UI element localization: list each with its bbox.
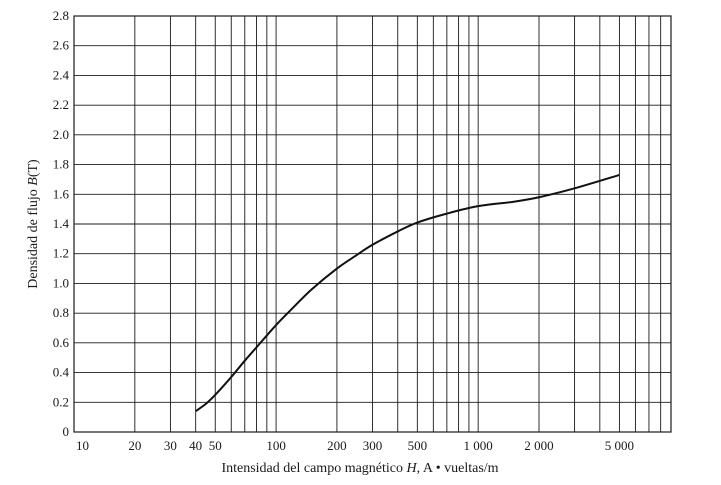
grid [74,16,671,432]
x-tick-label: 30 [164,438,177,453]
x-tick-label: 2 000 [524,438,553,453]
y-tick-label: 2.2 [53,97,69,112]
y-tick-labels: 0 0.2 0.4 0.6 0.8 1.0 1.2 1.4 1.6 1.8 2.0 2.2 2.4 2.6… [53,8,70,439]
x-tick-label: 50 [209,438,222,453]
x-tick-label: 40 [189,438,202,453]
bh-curve-line [195,174,620,413]
x-tick-label: 100 [266,438,286,453]
y-tick-label: 2.4 [53,67,70,82]
y-tick-label: 1.8 [53,157,69,172]
x-tick-label: 5 000 [605,438,634,453]
y-tick-label: 1.2 [53,246,69,261]
y-tick-label: 0.4 [53,365,70,380]
y-tick-label: 1.0 [53,275,69,290]
y-axis-label: Densidad de flujo B(T) [26,159,41,289]
x-tick-label: 200 [327,438,347,453]
y-tick-label: 2.8 [53,8,69,23]
y-tick-label: 0 [63,424,70,439]
x-axis-label: Intensidad del campo magnético H, A • vu… [221,461,498,476]
y-tick-label: 2.0 [53,127,69,142]
x-tick-label: 300 [363,438,383,453]
y-tick-label: 2.6 [53,38,70,53]
y-tick-label: 1.4 [53,216,70,231]
y-tick-label: 0.6 [53,335,70,350]
x-tick-label: 1 000 [464,438,493,453]
x-tick-label: 500 [408,438,428,453]
x-tick-labels: 10 20 30 40 50 100 200 300 500 1 000 2 000 5 000 [76,438,634,453]
y-tick-label: 0.2 [53,394,69,409]
y-tick-label: 1.6 [53,186,70,201]
x-tick-label: 20 [128,438,141,453]
y-tick-label: 0.8 [53,305,69,320]
plot-frame [73,15,672,433]
x-tick-label: 10 [76,438,89,453]
